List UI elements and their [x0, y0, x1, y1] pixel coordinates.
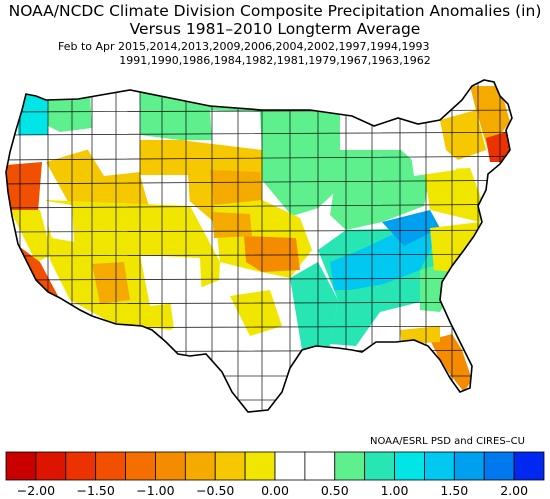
legend-swatch — [214, 451, 246, 481]
region-great-lakes-white — [210, 110, 262, 150]
region-arizona-orange — [92, 262, 130, 304]
legend-swatch — [95, 451, 126, 481]
region-kentucky-blue — [382, 210, 440, 246]
legend-swatch — [513, 451, 545, 481]
legend-swatch — [35, 451, 67, 481]
legend-swatch — [5, 451, 37, 481]
legend-swatch — [244, 451, 276, 481]
region-ohio-valley — [330, 142, 430, 230]
legend-swatch — [394, 451, 425, 481]
region-kansas-orange — [212, 212, 252, 238]
legend-swatch — [483, 451, 515, 481]
region-idaho-white — [88, 128, 140, 176]
region-mid-atlantic — [424, 168, 484, 222]
region-california-coast — [16, 244, 58, 296]
legend-tick-label: 1.00 — [380, 483, 409, 498]
legend-swatch — [125, 451, 156, 481]
legend-swatch — [453, 451, 485, 481]
legend-swatch — [184, 451, 216, 481]
region-new-mexico-white — [140, 255, 202, 306]
legend-swatch — [65, 451, 97, 481]
legend-tick-label: 0.00 — [261, 483, 289, 498]
region-texas-central-yellow — [230, 290, 282, 336]
region-texas-east — [290, 262, 338, 350]
region-california-north — [6, 162, 42, 212]
legend-tick-label: −1.00 — [136, 483, 175, 498]
period-line-1: Feb to Apr 2015,2014,2013,2009,2006,2004… — [58, 40, 430, 53]
color-legend — [5, 451, 545, 481]
legend-swatch — [334, 451, 366, 481]
region-colorado-white — [140, 175, 190, 210]
legend-swatch — [424, 451, 455, 481]
region-california-central — [10, 210, 52, 262]
legend-swatch — [304, 451, 336, 481]
legend-tick-label: −0.50 — [196, 483, 235, 498]
legend-tick-label: −2.00 — [16, 483, 56, 498]
region-northern-plains — [140, 90, 212, 140]
region-montana-west — [90, 90, 140, 130]
region-nebraska-orange — [210, 170, 262, 205]
region-oklahoma — [244, 236, 300, 272]
legend-swatch — [274, 451, 306, 481]
credit-label: NOAA/ESRL PSD and CIRES–CU — [370, 436, 525, 447]
region-florida — [430, 334, 472, 392]
region-michigan — [340, 108, 400, 150]
precipitation-anomaly-map — [5, 79, 513, 413]
region-pacific-northwest-interior — [48, 90, 92, 132]
legend-tick-label: −1.50 — [76, 483, 115, 498]
map-subtitle: Versus 1981–2010 Longterm Average — [129, 20, 421, 38]
legend-tick-label: 0.50 — [320, 483, 349, 498]
region-southern-new-england — [486, 130, 512, 162]
legend-tick-label: 1.50 — [440, 483, 469, 498]
region-new-york — [440, 110, 486, 160]
region-washington-coast — [18, 90, 48, 135]
period-line-2: 1991,1990,1986,1984,1982,1981,1979,1967,… — [119, 54, 431, 67]
region-oregon-west — [10, 135, 48, 165]
legend-swatch — [155, 451, 186, 481]
map-title: NOAA/NCDC Climate Division Composite Pre… — [8, 2, 542, 20]
legend-tick-label: 2.00 — [500, 483, 529, 498]
region-florida-panhandle — [400, 326, 440, 344]
legend-swatch — [364, 451, 395, 481]
region-carolinas — [430, 222, 480, 272]
region-pennsylvania-white — [410, 140, 456, 176]
